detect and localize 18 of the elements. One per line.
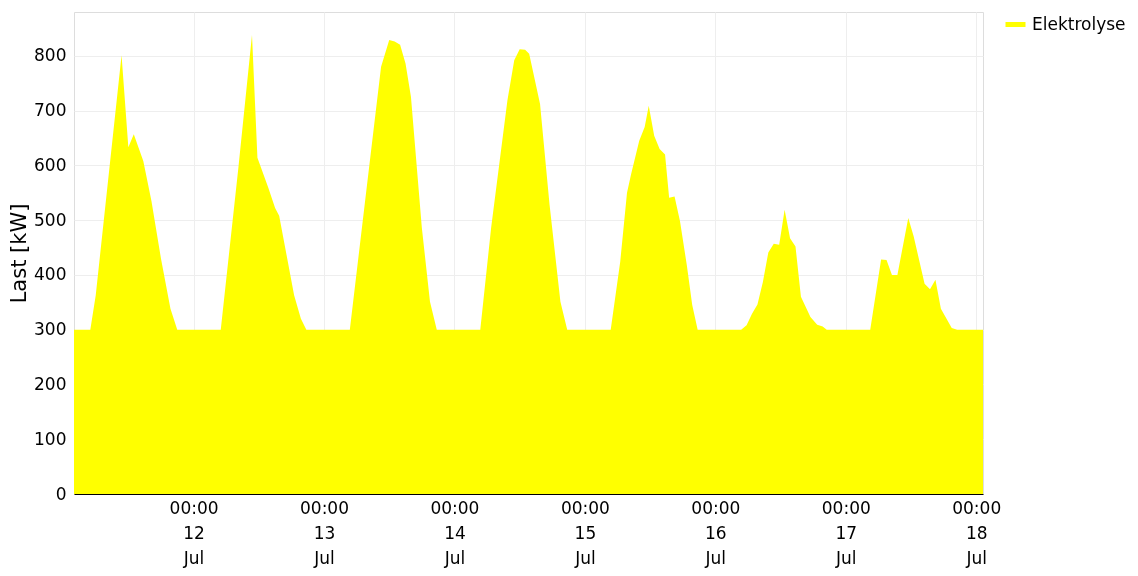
y-tick-label: 0: [55, 483, 67, 504]
x-tick-label: 00:00 14 Jul: [430, 497, 480, 568]
x-tick-label: 00:00 15 Jul: [560, 497, 610, 568]
y-tick-label: 500: [34, 209, 67, 230]
y-tick-label: 700: [34, 100, 67, 121]
y-tick-label: 600: [34, 154, 67, 175]
y-axis-title: Last [kW]: [7, 203, 32, 304]
x-tick-label: 00:00 17 Jul: [821, 497, 871, 568]
y-tick-label: 800: [34, 45, 67, 66]
legend-label: Elektrolyse: [1032, 13, 1126, 34]
y-tick-label: 200: [34, 373, 67, 394]
x-tick-label: 00:00 13 Jul: [300, 497, 350, 568]
x-tick-label: 00:00 18 Jul: [952, 497, 1002, 568]
y-tick-label: 400: [34, 264, 67, 285]
y-tick-label: 100: [34, 428, 67, 449]
y-tick-label: 300: [34, 319, 67, 340]
x-tick-label: 00:00 12 Jul: [169, 497, 219, 568]
x-tick-label: 00:00 16 Jul: [691, 497, 741, 568]
